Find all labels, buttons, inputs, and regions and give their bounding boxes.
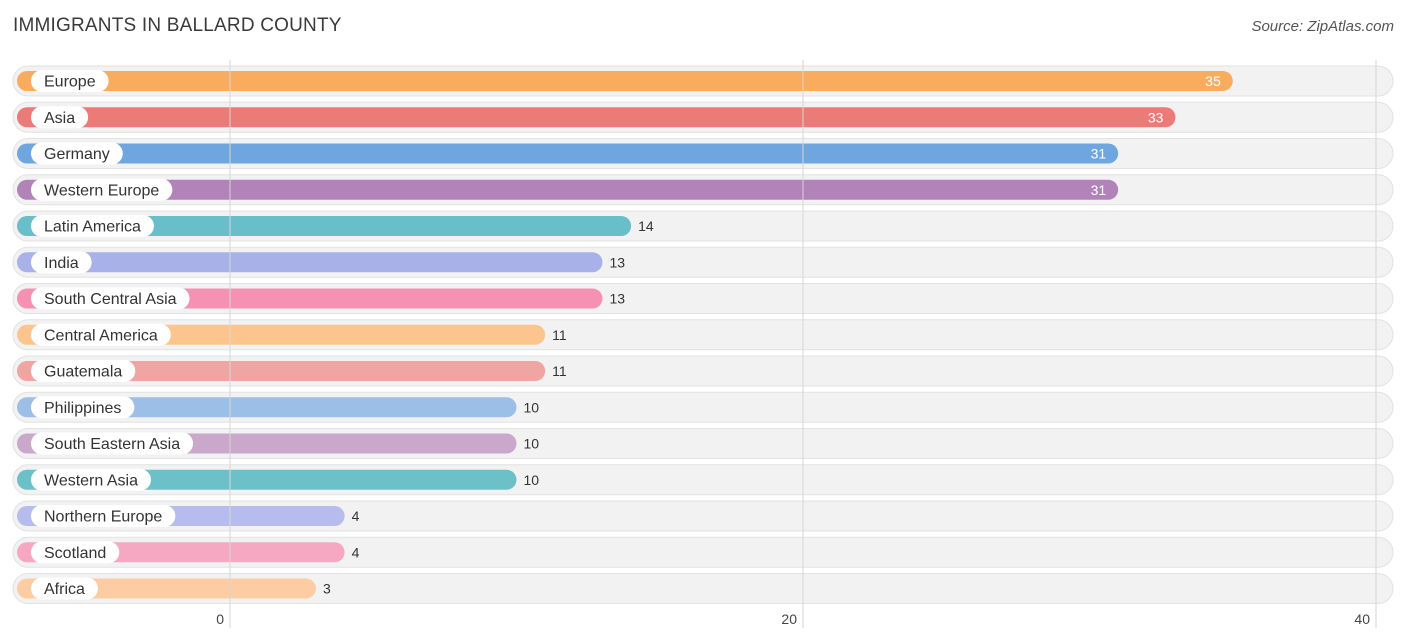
data-label: 10 xyxy=(524,436,540,452)
bar-row: Philippines 10 xyxy=(12,391,1394,423)
category-label-pill xyxy=(31,360,136,382)
bar-row: Northern Europe 4 xyxy=(12,500,1394,532)
bar-row: Scotland 4 xyxy=(12,536,1394,568)
category-label-pill xyxy=(31,70,109,92)
bar-row: India 13 xyxy=(12,246,1394,278)
category-label: Asia xyxy=(44,110,75,127)
category-label-pill xyxy=(31,577,98,600)
chart-source: Source: ZipAtlas.com xyxy=(1251,18,1394,35)
grid-lines xyxy=(229,60,1377,628)
category-label: South Central Asia xyxy=(44,291,177,308)
bar-track xyxy=(12,500,1394,532)
data-label: 10 xyxy=(524,399,540,415)
bar-row: Western Asia 10 xyxy=(12,464,1394,496)
category-label: Scotland xyxy=(44,545,106,562)
data-label: 3 xyxy=(323,581,331,597)
category-label: Guatemala xyxy=(44,364,122,381)
category-label-pill xyxy=(31,178,173,201)
x-tick-label: 20 xyxy=(781,611,797,627)
category-label: India xyxy=(44,255,79,272)
data-label: 4 xyxy=(352,544,360,560)
x-tick-label: 40 xyxy=(1354,611,1370,627)
category-label-pill xyxy=(31,251,92,274)
category-label: Northern Europe xyxy=(44,509,162,526)
bar-row: Western Europe 31 xyxy=(12,174,1394,206)
data-label: 33 xyxy=(1148,109,1164,125)
bar-track xyxy=(12,536,1394,568)
bar xyxy=(17,397,517,418)
x-axis-ticks: 0 20 40 xyxy=(216,611,1370,627)
bar-row: Asia 33 xyxy=(12,101,1394,133)
bar xyxy=(17,216,632,236)
bar xyxy=(17,179,1119,200)
bar xyxy=(17,107,1176,128)
bar-row: Guatemala 11 xyxy=(12,355,1394,387)
x-tick-label: 0 xyxy=(216,611,224,627)
data-label: 31 xyxy=(1091,182,1107,198)
category-label-pill xyxy=(31,396,135,419)
data-label: 13 xyxy=(609,291,625,307)
bar-row: Africa 3 xyxy=(12,573,1394,604)
category-label-pill xyxy=(31,468,151,491)
bar xyxy=(17,71,1233,91)
category-label-pill xyxy=(31,505,176,527)
category-label: Germany xyxy=(44,146,110,163)
category-label: Europe xyxy=(44,74,96,91)
data-label: 11 xyxy=(552,327,567,343)
category-label: Western Asia xyxy=(44,472,138,489)
category-label-pill xyxy=(31,541,120,564)
bar-row: South Eastern Asia 10 xyxy=(12,428,1394,459)
chart-title: IMMIGRANTS IN BALLARD COUNTY xyxy=(13,15,342,36)
data-label: 10 xyxy=(524,472,540,488)
category-label: South Eastern Asia xyxy=(44,436,180,453)
category-label-pill xyxy=(31,287,190,310)
category-label-pill xyxy=(31,323,171,346)
data-label: 4 xyxy=(352,508,360,524)
bar-rows: Europe 35 Asia 33 Germany 31 Western Europe 31 L… xyxy=(12,65,1394,604)
data-label: 13 xyxy=(609,254,625,270)
category-label-pill xyxy=(31,106,89,129)
data-label: 14 xyxy=(638,218,654,234)
data-label: 11 xyxy=(552,363,567,379)
data-label: 35 xyxy=(1205,73,1221,89)
category-label: Philippines xyxy=(44,400,121,417)
bar xyxy=(17,361,546,381)
category-label: Central America xyxy=(44,327,158,344)
category-label: Western Europe xyxy=(44,182,159,199)
bar-row: South Central Asia 13 xyxy=(12,283,1394,314)
bar xyxy=(17,252,603,273)
bar xyxy=(17,143,1119,164)
category-label-pill xyxy=(31,215,154,237)
bar-row: Germany 31 xyxy=(12,138,1394,169)
bar-row: Latin America 14 xyxy=(12,210,1394,242)
category-label-pill xyxy=(31,432,194,455)
bar-row: Central America 11 xyxy=(12,319,1394,351)
data-label: 31 xyxy=(1091,146,1107,162)
category-label: Latin America xyxy=(44,219,141,236)
category-label: Africa xyxy=(44,581,85,598)
category-label-pill xyxy=(31,142,123,165)
bar-row: Europe 35 xyxy=(12,65,1394,97)
bar-track xyxy=(12,573,1394,604)
